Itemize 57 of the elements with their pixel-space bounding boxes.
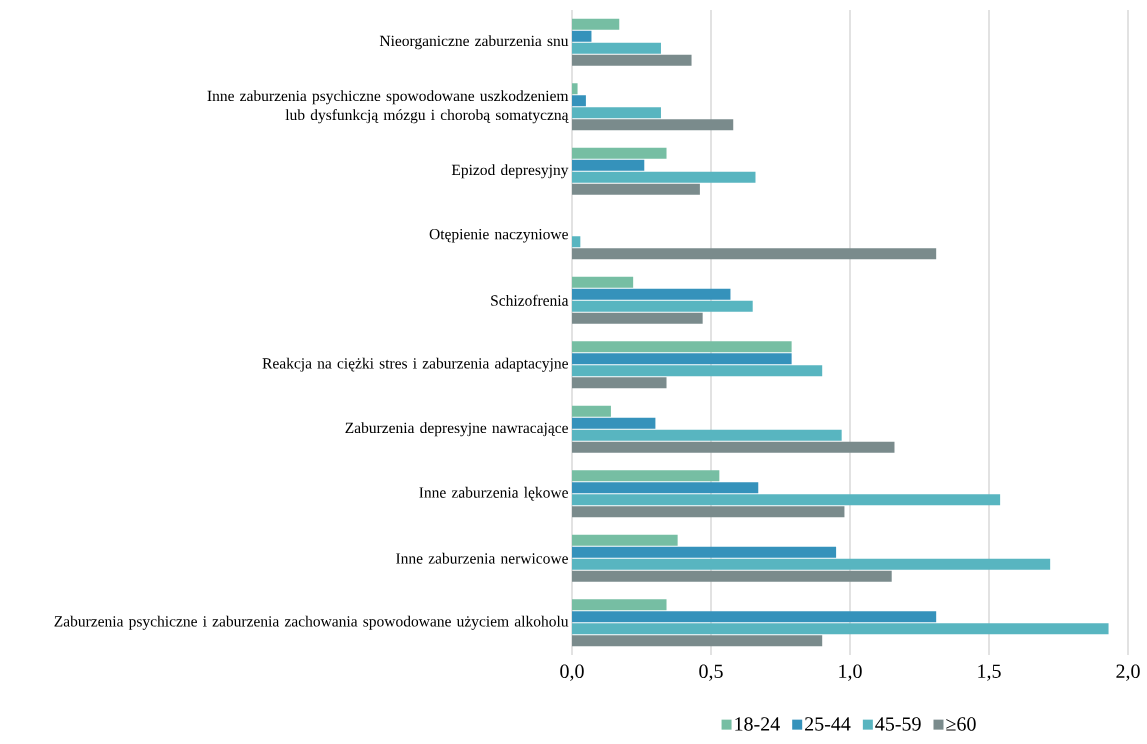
y-tick-label: Reakcja na ciężki stres i zaburzenia adaptacyjne [262,357,568,372]
bar [572,534,678,546]
bar [572,623,1109,635]
y-tick-label: Inne zaburzenia nerwicowe [396,552,568,564]
bar [572,470,720,482]
bar [572,119,734,131]
bar [572,482,759,494]
bar [572,312,703,324]
bar [572,54,692,66]
y-tick-label: Nieorganiczne zaburzenia snu [379,35,569,50]
bar [572,95,586,107]
x-tick-label: 1,5 [978,664,1001,681]
bar [572,611,937,623]
bar [572,107,661,119]
bar [572,183,700,195]
y-tick-label: Epizod depresyjny [451,164,569,179]
x-tick-label: 0,0 [560,664,584,681]
bar [572,147,667,159]
bar [572,377,667,389]
bar [572,429,842,441]
y-tick-label: Otępienie naczyniowe [429,228,568,243]
bar [572,83,578,95]
y-tick-label: Zaburzenia psychiczne i zaburzenia zachowania spowodowane użyciem alkoholu [54,615,569,630]
bar [572,599,667,611]
bar [572,42,661,54]
bar [572,171,756,183]
bar [572,276,634,288]
legend-label: 25-44 [805,717,851,731]
bar [572,441,895,453]
x-tick-label: 1,0 [839,664,862,681]
bar [572,405,611,417]
bar [572,506,845,518]
bar [572,570,892,582]
legend-label: 18-24 [735,717,780,731]
bar [572,30,592,42]
bar [572,248,937,260]
bar [572,546,837,558]
bar [572,288,731,300]
legend-label: 45-59 [875,717,921,731]
y-tick-label: Inne zaburzenia psychiczne spowodowane uszkodzeniem lub dysfunkcją mózgu i chorobą somatyczną [207,90,569,124]
bar [572,300,753,312]
bar [572,494,1001,506]
bar [572,236,581,248]
x-tick-label: 0,5 [699,664,723,681]
y-tick-label: Schizofrenia [491,294,569,306]
bar [572,558,1051,570]
bar [572,365,823,377]
y-tick-label: Inne zaburzenia lękowe [419,486,568,501]
bar [572,159,645,171]
x-tick-label: 2,0 [1116,664,1140,681]
legend-label: ≥60 [946,717,976,731]
bar [572,341,792,353]
bar [572,353,792,365]
bar [572,417,656,429]
bar [572,635,823,647]
y-tick-label: Zaburzenia depresyjne nawracające [345,422,568,437]
bar [572,18,620,30]
